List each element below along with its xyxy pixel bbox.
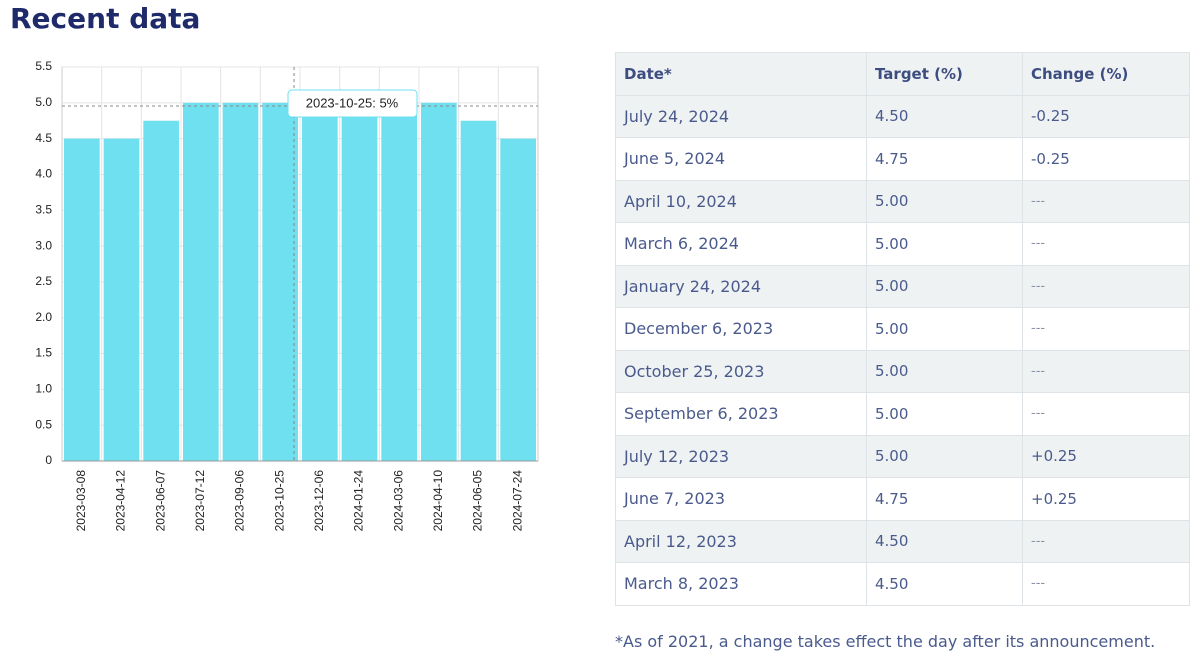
- chart: 0 0.5 1.0 1.5 2.0 2.5 3.0 3.5 4.0 4.5 5.0 5.5 2023-0…: [35, 59, 539, 532]
- y-tick-label: 2.5: [35, 274, 52, 288]
- column-header: Date*: [615, 52, 867, 96]
- y-tick-label: 0: [45, 453, 52, 467]
- table-cell: ---: [1022, 392, 1190, 436]
- bar: [143, 120, 180, 462]
- y-tick-label: 3.5: [35, 202, 52, 216]
- table-cell: 5.00: [866, 392, 1023, 436]
- bar: [262, 102, 299, 461]
- table-row: January 24, 2024 5.00 ---: [615, 264, 1190, 308]
- x-tick-label: 2023-10-25: [272, 470, 286, 532]
- bar: [222, 102, 259, 461]
- column-header: Change (%): [1022, 52, 1190, 96]
- table-cell: 5.00: [866, 434, 1023, 478]
- table-cell: 4.50: [866, 94, 1023, 138]
- table-cell: April 12, 2023: [615, 519, 867, 563]
- table-cell: September 6, 2023: [615, 392, 867, 436]
- table-cell: 5.00: [866, 264, 1023, 308]
- table-row: April 12, 2023 4.50 ---: [615, 519, 1190, 563]
- header-row: Date* Target (%) Change (%): [615, 52, 1190, 96]
- table-row: December 6, 2023 5.00 ---: [615, 307, 1190, 351]
- table-cell: April 10, 2024: [615, 179, 867, 223]
- table-row: July 24, 2024 4.50 -0.25: [615, 94, 1190, 138]
- x-tick-label: 2024-07-24: [510, 470, 524, 532]
- table-cell: 4.50: [866, 519, 1023, 563]
- table-cell: June 7, 2023: [615, 477, 867, 521]
- table-cell: -0.25: [1022, 94, 1190, 138]
- table-row: March 6, 2024 5.00 ---: [615, 222, 1190, 266]
- table-cell: ---: [1022, 264, 1190, 308]
- bar: [381, 102, 418, 461]
- table-row: July 12, 2023 5.00 +0.25: [615, 434, 1190, 478]
- table-cell: ---: [1022, 519, 1190, 563]
- y-tick-label: 3.0: [35, 238, 52, 252]
- table-cell: July 24, 2024: [615, 94, 867, 138]
- x-tick-label: 2024-01-24: [352, 470, 366, 532]
- y-tick-label: 2.0: [35, 310, 52, 324]
- table-cell: March 8, 2023: [615, 562, 867, 606]
- tooltip-box: [287, 89, 418, 118]
- table-cell: ---: [1022, 349, 1190, 393]
- table-cell: +0.25: [1022, 434, 1190, 478]
- table-cell: 4.75: [866, 137, 1023, 181]
- table-cell: 4.75: [866, 477, 1023, 521]
- rate-table: Date* Target (%) Change (%) July 24, 2024 4.…: [615, 52, 1190, 606]
- bar: [460, 120, 497, 462]
- table-cell: 5.00: [866, 307, 1023, 351]
- y-tick-label: 5.0: [35, 95, 52, 109]
- table-row: October 25, 2023 5.00 ---: [615, 349, 1190, 393]
- table-cell: 5.00: [866, 222, 1023, 266]
- tooltip: 2023-10-25: 5%: [306, 95, 399, 110]
- table-cell: June 5, 2024: [615, 137, 867, 181]
- y-tick-label: 5.5: [35, 59, 52, 73]
- table-cell: 4.50: [866, 562, 1023, 606]
- y-tick-label: 4.5: [35, 131, 52, 145]
- bar: [63, 138, 100, 461]
- x-tick-label: 2024-04-10: [431, 470, 445, 532]
- table-cell: July 12, 2023: [615, 434, 867, 478]
- table-cell: ---: [1022, 179, 1190, 223]
- table-cell: March 6, 2024: [615, 222, 867, 266]
- x-tick-label: 2024-03-06: [391, 470, 405, 532]
- table-row: June 7, 2023 4.75 +0.25: [615, 477, 1190, 521]
- table-row: March 8, 2023 4.50 ---: [615, 562, 1190, 606]
- table-cell: ---: [1022, 307, 1190, 351]
- column-header: Target (%): [866, 52, 1023, 96]
- bar: [341, 102, 378, 461]
- y-tick-label: 1.5: [35, 346, 52, 360]
- bar: [301, 102, 338, 461]
- bar: [103, 138, 140, 461]
- y-tick-label: 0.5: [35, 417, 52, 431]
- table-cell: -0.25: [1022, 137, 1190, 181]
- table-row: September 6, 2023 5.00 ---: [615, 392, 1190, 436]
- table-cell: October 25, 2023: [615, 349, 867, 393]
- table-row: June 5, 2024 4.75 -0.25: [615, 137, 1190, 181]
- table-cell: 5.00: [866, 179, 1023, 223]
- x-tick-label: 2024-06-05: [471, 470, 485, 532]
- table-cell: December 6, 2023: [615, 307, 867, 351]
- table-cell: ---: [1022, 562, 1190, 606]
- footnote: *As of 2021, a change takes effect the d…: [615, 632, 1156, 651]
- x-tick-label: 2023-04-12: [114, 470, 128, 532]
- heading: Recent data: [10, 2, 201, 35]
- table-cell: +0.25: [1022, 477, 1190, 521]
- table-cell: ---: [1022, 222, 1190, 266]
- x-tick-label: 2023-12-06: [312, 470, 326, 532]
- y-tick-label: 1.0: [35, 382, 52, 396]
- x-tick-label: 2023-07-12: [193, 470, 207, 532]
- bar: [500, 138, 537, 461]
- bar: [420, 102, 457, 461]
- x-tick-label: 2023-09-06: [233, 470, 247, 532]
- y-tick-label: 4.0: [35, 167, 52, 181]
- table-cell: 5.00: [866, 349, 1023, 393]
- table-cell: January 24, 2024: [615, 264, 867, 308]
- table-row: April 10, 2024 5.00 ---: [615, 179, 1190, 223]
- x-tick-label: 2023-03-08: [74, 470, 88, 532]
- x-tick-label: 2023-06-07: [153, 470, 167, 532]
- bar: [182, 102, 219, 461]
